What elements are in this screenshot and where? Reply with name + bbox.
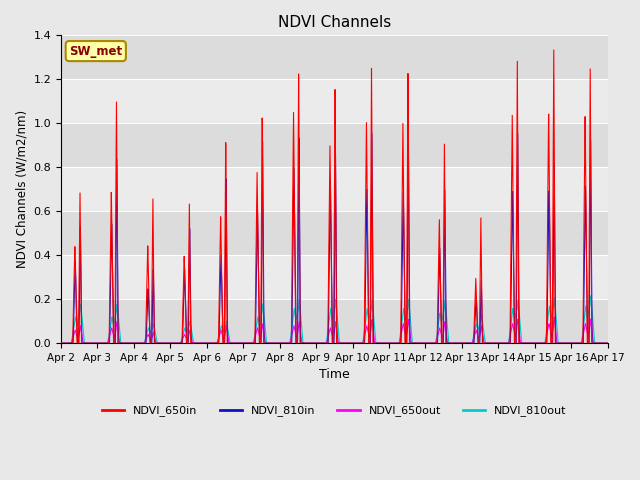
NDVI_810in [57,340,65,346]
NDVI_650out [457,340,465,346]
NDVI_650in [427,340,435,346]
NDVI_810out [314,340,322,346]
Bar [61,211,608,255]
Line: NDVI_650in: NDVI_650in [61,50,608,343]
NDVI_650out [427,340,435,346]
NDVI_810out [587,293,595,299]
NDVI_650in [457,340,465,346]
NDVI_650out [156,340,163,346]
NDVI_650in [57,340,65,346]
NDVI_810in [604,340,611,346]
NDVI_810in [314,340,322,346]
NDVI_650in [156,340,163,346]
Bar [61,255,608,299]
NDVI_810in [604,340,612,346]
Bar [61,168,608,211]
NDVI_810out [427,340,435,346]
NDVI_810in [457,340,465,346]
NDVI_650out [488,340,495,346]
NDVI_810in [404,127,412,133]
NDVI_650in [314,340,322,346]
NDVI_810in [427,340,435,346]
NDVI_810out [156,340,163,346]
Bar [61,36,608,79]
NDVI_810out [604,340,612,346]
NDVI_650in [604,340,611,346]
NDVI_650out [314,340,322,346]
NDVI_810out [488,340,495,346]
NDVI_650out [604,340,612,346]
X-axis label: Time: Time [319,369,349,382]
Bar [61,299,608,343]
NDVI_650out [550,314,558,320]
Line: NDVI_810in: NDVI_810in [61,130,608,343]
NDVI_810out [604,340,611,346]
Text: SW_met: SW_met [69,45,122,58]
Title: NDVI Channels: NDVI Channels [278,15,391,30]
NDVI_650out [604,340,611,346]
Line: NDVI_650out: NDVI_650out [61,317,608,343]
NDVI_650in [604,340,612,346]
Bar [61,123,608,168]
Line: NDVI_810out: NDVI_810out [61,296,608,343]
NDVI_810out [457,340,465,346]
Y-axis label: NDVI Channels (W/m2/nm): NDVI Channels (W/m2/nm) [15,110,28,268]
NDVI_810out [57,340,65,346]
NDVI_810in [156,340,163,346]
NDVI_650in [488,340,495,346]
NDVI_810in [488,340,496,346]
Bar [61,79,608,123]
Legend: NDVI_650in, NDVI_810in, NDVI_650out, NDVI_810out: NDVI_650in, NDVI_810in, NDVI_650out, NDV… [97,401,572,421]
NDVI_650in [550,47,557,53]
NDVI_650out [57,340,65,346]
